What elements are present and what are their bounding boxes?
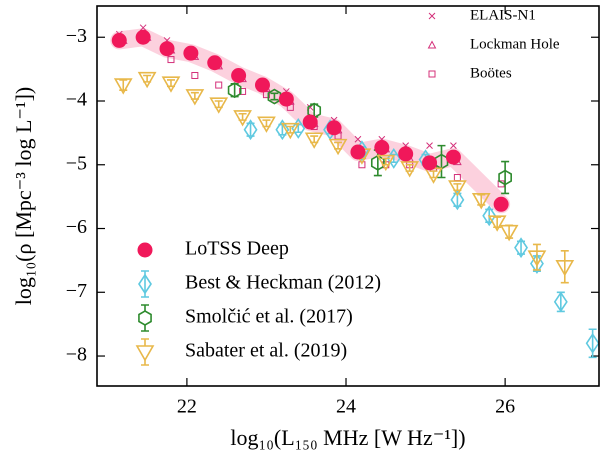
legend-label: Smolčić et al. (2017): [185, 306, 353, 328]
error-bar: [560, 250, 569, 284]
x-tick-label: 24: [336, 396, 356, 418]
legend-label: Lockman Hole: [470, 36, 560, 52]
point: [257, 116, 276, 133]
error-bar: [437, 144, 446, 179]
point: [400, 161, 420, 178]
point: [159, 41, 175, 57]
point: [209, 97, 229, 114]
point: [422, 155, 438, 171]
error-bar: [477, 193, 486, 206]
point: [304, 132, 324, 149]
point: [328, 138, 348, 156]
point: [487, 215, 507, 232]
point: [514, 237, 528, 259]
point: [227, 82, 242, 99]
error-bar: [270, 92, 279, 101]
point: [291, 117, 306, 139]
legend-label: Boötes: [470, 65, 512, 81]
point: [450, 189, 465, 211]
point: [262, 91, 270, 99]
point: [231, 67, 247, 83]
point: [137, 71, 157, 89]
point: [139, 24, 147, 32]
legend-label: LoTSS Deep: [185, 238, 289, 260]
x-axis-label: log₁₀(L₁₅₀ MHz [W Hz⁻¹]): [230, 425, 465, 450]
plot-frame: [96, 5, 600, 387]
point: [398, 146, 414, 162]
point: [555, 259, 575, 277]
legend-marker: [135, 345, 155, 362]
legend-marker: [138, 273, 152, 295]
legend-marker: [428, 70, 436, 78]
point: [450, 142, 457, 149]
error-bar: [501, 160, 510, 195]
point: [499, 224, 519, 242]
point: [426, 142, 433, 149]
point: [254, 77, 270, 93]
point: [243, 119, 258, 141]
point: [185, 89, 205, 106]
point: [585, 332, 600, 354]
legend-marker: [137, 242, 153, 258]
point: [215, 81, 223, 89]
y-tick-label: −6: [66, 216, 87, 238]
legend-label: Sabater et al. (2019): [185, 340, 347, 362]
y-tick-label: −8: [66, 344, 87, 366]
point: [553, 291, 568, 313]
point: [527, 250, 547, 267]
point: [471, 193, 491, 210]
point: [111, 32, 127, 48]
point: [302, 114, 318, 130]
point: [278, 91, 294, 107]
point: [191, 71, 199, 79]
point: [135, 29, 151, 45]
point: [493, 196, 509, 212]
point: [207, 55, 223, 71]
y-tick-label: −5: [66, 152, 87, 174]
x-tick-label: 22: [177, 396, 197, 418]
legend-marker: [427, 40, 437, 49]
point: [445, 149, 461, 165]
point: [113, 78, 133, 95]
point: [161, 76, 181, 93]
point: [482, 205, 497, 227]
point: [376, 154, 396, 172]
legend-marker: [428, 12, 436, 20]
y-tick-label: −4: [66, 89, 87, 111]
point: [350, 144, 366, 160]
y-axis-label: log₁₀(ρ [Mpc⁻³ log L⁻¹]): [11, 87, 36, 306]
point: [370, 154, 385, 171]
legend-marker: [138, 310, 152, 326]
point: [498, 169, 512, 186]
y-tick-label: −3: [66, 25, 87, 47]
band: [110, 28, 511, 214]
point: [448, 180, 467, 197]
x-tick-label: 26: [495, 396, 515, 418]
error-bar: [493, 216, 502, 229]
error-bar: [119, 79, 128, 91]
point: [183, 45, 199, 61]
legend-label: Best & Heckman (2012): [185, 272, 381, 294]
point: [280, 122, 300, 140]
point: [354, 135, 362, 143]
point: [239, 87, 247, 95]
point: [529, 253, 544, 275]
point: [233, 110, 252, 127]
legend-label: ELAIS-N1: [470, 7, 536, 23]
point: [167, 56, 175, 64]
point: [326, 120, 342, 136]
y-tick-label: −7: [66, 280, 87, 302]
point: [267, 88, 282, 105]
point: [374, 140, 390, 156]
